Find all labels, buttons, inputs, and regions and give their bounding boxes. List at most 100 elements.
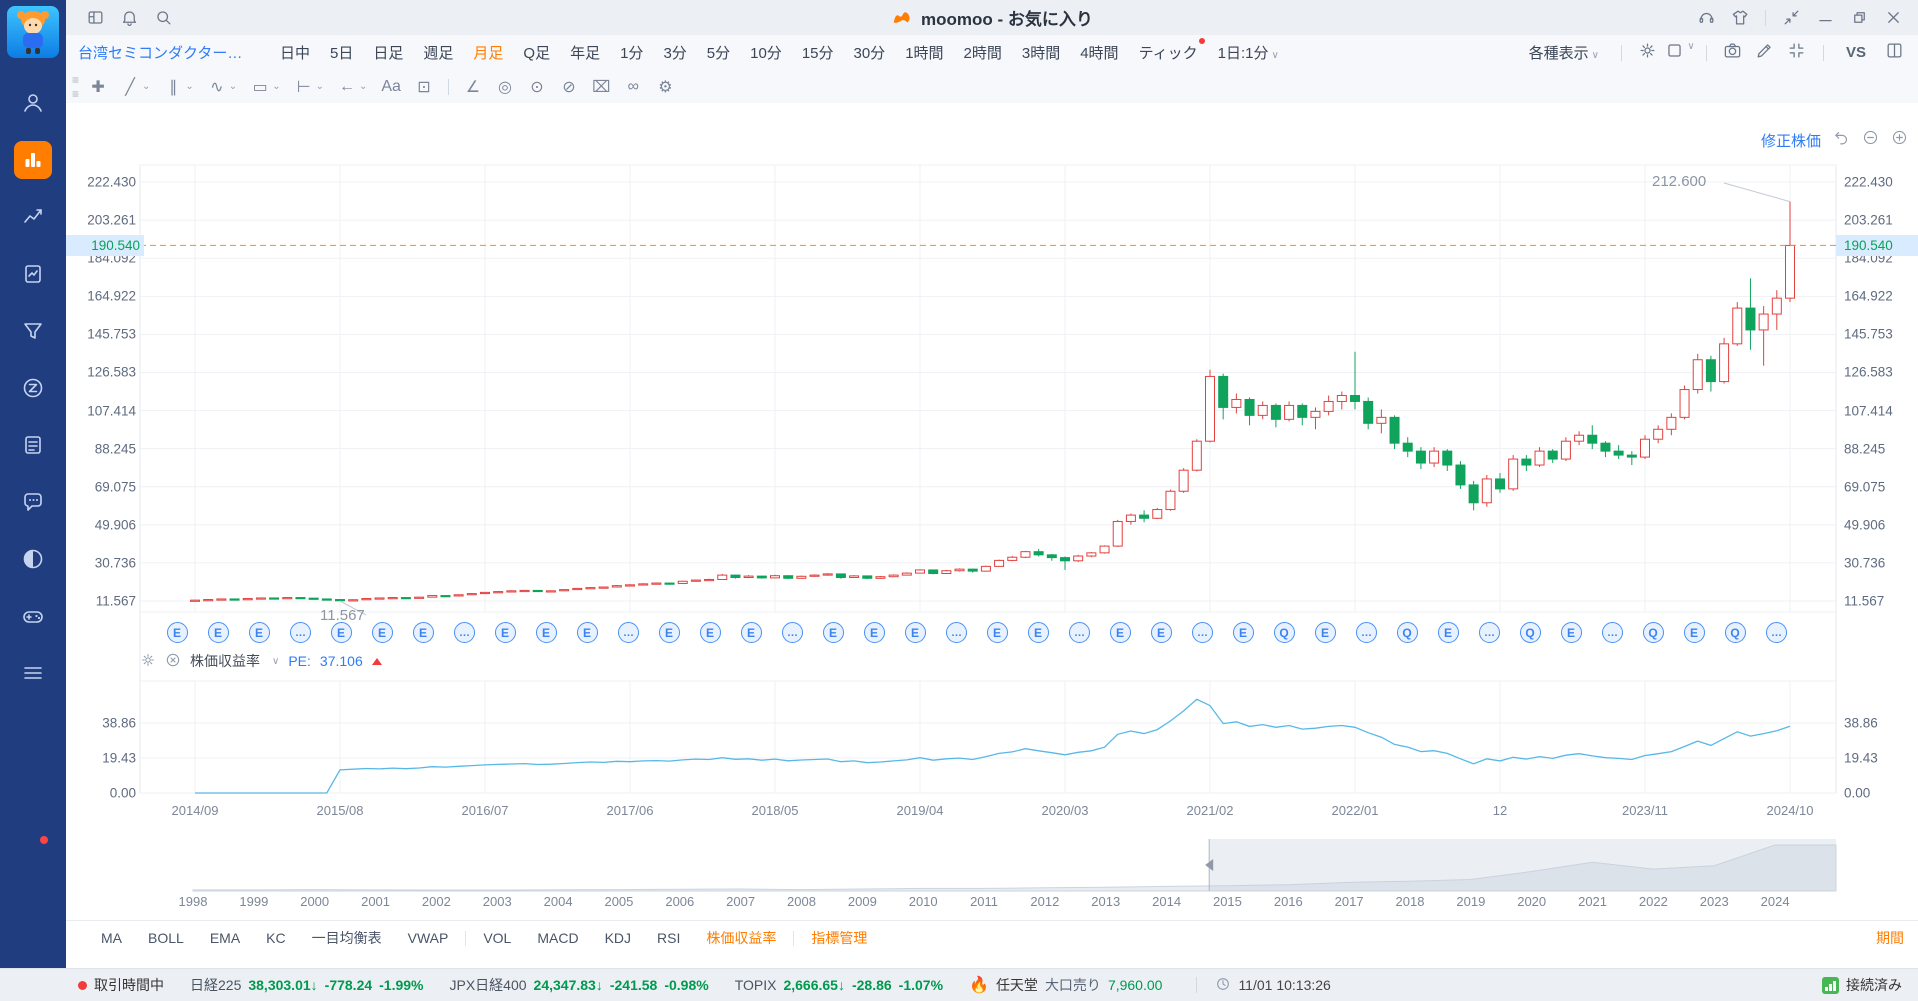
headset-button[interactable] (1689, 8, 1723, 27)
more-events-marker[interactable]: … (289, 622, 311, 643)
earnings-marker-E[interactable]: E (330, 622, 352, 643)
theme-shirt-button[interactable] (1723, 8, 1757, 27)
tab-年足[interactable]: 年足 (570, 45, 601, 62)
earnings-marker-E[interactable]: E (699, 622, 721, 643)
indicator-VWAP[interactable]: VWAP (407, 930, 449, 946)
tab-1時間[interactable]: 1時間 (905, 45, 944, 62)
screenshot-button[interactable] (1719, 41, 1747, 64)
indicator-KDJ[interactable]: KDJ (604, 930, 632, 946)
stock-name[interactable]: 台湾セミコンダクター・マ... (78, 45, 256, 62)
sidebar-item-theme[interactable] (0, 534, 66, 584)
earnings-marker-E[interactable]: E (1027, 622, 1049, 643)
sidebar-item-quotes[interactable] (0, 135, 66, 185)
earnings-marker-E[interactable]: E (1109, 622, 1131, 643)
shrink-window-button[interactable] (1774, 8, 1808, 27)
earnings-marker-E[interactable]: E (740, 622, 762, 643)
indicator-KC[interactable]: KC (266, 930, 286, 946)
zoom-out-button[interactable] (1862, 129, 1879, 151)
tab-週足[interactable]: 週足 (423, 45, 454, 62)
more-events-marker[interactable]: … (1191, 622, 1213, 643)
comment-tool[interactable]: ⊡ (415, 77, 433, 97)
earnings-marker-E[interactable]: E (1232, 622, 1254, 643)
interval-selector[interactable]: 1日:1分 ∨ (1218, 42, 1279, 63)
earnings-marker-E[interactable]: E (904, 622, 926, 643)
wave-tool[interactable]: ∿ ⌄ (208, 77, 237, 97)
navigator-year[interactable]: 2006 (665, 894, 695, 909)
navigator-year[interactable]: 2019 (1456, 894, 1486, 909)
link-drawings-tool[interactable]: ∞ (624, 78, 642, 96)
close-button[interactable] (1876, 8, 1910, 27)
more-events-marker[interactable]: … (1601, 622, 1623, 643)
index-quote-JPX日経400[interactable]: JPX日経400 24,347.83↓ -241.58 -0.98% (450, 975, 709, 995)
earnings-marker-Q[interactable]: Q (1642, 622, 1664, 643)
minimize-button[interactable] (1808, 8, 1842, 27)
indicator-VOL[interactable]: VOL (483, 930, 512, 946)
avatar[interactable] (7, 6, 59, 58)
brush-tool[interactable]: ∠ (464, 77, 482, 97)
sidebar-item-profile[interactable] (0, 78, 66, 128)
text-tool[interactable]: Aa (381, 78, 401, 96)
earnings-marker-E[interactable]: E (1683, 622, 1705, 643)
sidebar-item-api[interactable] (0, 648, 66, 698)
tab-ティック[interactable]: ティック (1139, 38, 1205, 63)
collapse-chart-button[interactable] (1783, 41, 1811, 64)
earnings-marker-Q[interactable]: Q (1273, 622, 1295, 643)
draw-button[interactable] (1751, 41, 1779, 64)
indicator-MA[interactable]: MA (101, 930, 122, 946)
indicator-MACD[interactable]: MACD (537, 930, 579, 946)
earnings-marker-E[interactable]: E (986, 622, 1008, 643)
navigator-year[interactable]: 2009 (847, 894, 877, 909)
tab-2時間[interactable]: 2時間 (963, 45, 1002, 62)
indicator-一目均衡表[interactable]: 一目均衡表 (311, 930, 382, 946)
pe-settings-button[interactable] (140, 652, 156, 671)
tab-30分[interactable]: 30分 (853, 45, 886, 62)
chart-settings-button[interactable] (1634, 41, 1662, 64)
tab-5分[interactable]: 5分 (706, 45, 731, 62)
indicator-株価収益率[interactable]: 株価収益率 (706, 930, 777, 946)
navigator-year[interactable]: 2003 (482, 894, 512, 909)
earnings-marker-E[interactable]: E (863, 622, 885, 643)
continuous-draw-tool[interactable]: ⊙ (528, 77, 546, 97)
pe-close-button[interactable] (165, 652, 181, 671)
navigator-left-handle[interactable] (1205, 859, 1214, 871)
navigator-year[interactable]: 2012 (1030, 894, 1060, 909)
earnings-marker-E[interactable]: E (494, 622, 516, 643)
sidebar-item-news[interactable] (0, 420, 66, 470)
earnings-marker-E[interactable]: E (248, 622, 270, 643)
earnings-marker-Q[interactable]: Q (1724, 622, 1746, 643)
search-icon[interactable] (146, 8, 180, 27)
navigator-year[interactable]: 2010 (908, 894, 938, 909)
more-events-marker[interactable]: … (1765, 622, 1787, 643)
navigator-year[interactable]: 2023 (1699, 894, 1729, 909)
earnings-marker-E[interactable]: E (1314, 622, 1336, 643)
indicator-EMA[interactable]: EMA (209, 930, 241, 946)
earnings-marker-Q[interactable]: Q (1519, 622, 1541, 643)
magnet-tool[interactable]: ◎ (496, 77, 514, 97)
earnings-marker-E[interactable]: E (1150, 622, 1172, 643)
more-events-marker[interactable]: … (945, 622, 967, 643)
hot-stock[interactable]: 🔥 任天堂 大口売り 7,960.00 (969, 975, 1162, 995)
index-quote-日経225[interactable]: 日経225 38,303.01↓ -778.24 -1.99% (190, 975, 424, 995)
sidebar-item-trend[interactable] (0, 192, 66, 242)
more-events-marker[interactable]: … (453, 622, 475, 643)
earnings-marker-E[interactable]: E (576, 622, 598, 643)
navigator-year[interactable]: 2015 (1212, 894, 1242, 909)
tab-3時間[interactable]: 3時間 (1021, 45, 1061, 62)
channel-tool[interactable]: ∥ ⌄ (164, 77, 193, 97)
tab-Q足[interactable]: Q足 (523, 45, 551, 62)
delete-drawings-tool[interactable]: ⌧ (592, 77, 610, 97)
navigator-year[interactable]: 2018 (1395, 894, 1425, 909)
navigator-year[interactable]: 2013 (1091, 894, 1121, 909)
drawing-settings-tool[interactable]: ⚙ (656, 77, 674, 97)
sidebar-item-community[interactable] (0, 477, 66, 527)
sidebar-item-screener[interactable] (0, 306, 66, 356)
sidebar-item-games[interactable] (0, 591, 66, 641)
earnings-marker-E[interactable]: E (1437, 622, 1459, 643)
navigator-year[interactable]: 1998 (178, 894, 208, 909)
earnings-marker-E[interactable]: E (822, 622, 844, 643)
earnings-marker-E[interactable]: E (412, 622, 434, 643)
earnings-marker-E[interactable]: E (371, 622, 393, 643)
restore-button[interactable] (1842, 8, 1876, 27)
navigator-year[interactable]: 1999 (239, 894, 269, 909)
navigator-year[interactable]: 2008 (787, 894, 816, 909)
